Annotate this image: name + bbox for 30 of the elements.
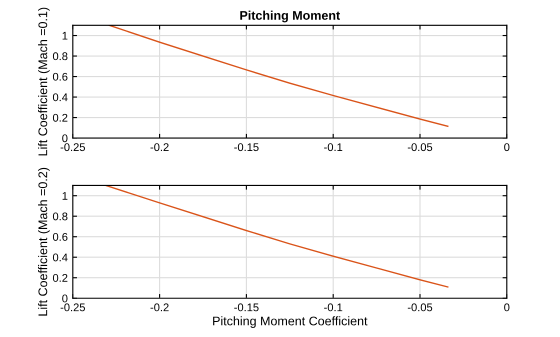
y-tick-label: 0.2 bbox=[52, 114, 68, 122]
y-tick-label: 0.4 bbox=[52, 93, 68, 102]
x-tick-label: -0.2 bbox=[150, 303, 169, 312]
x-tick-label: -0.1 bbox=[324, 303, 342, 312]
x-tick-label: -0.1 bbox=[324, 143, 342, 152]
y-tick-label: 0.4 bbox=[52, 253, 68, 262]
y-tick-label: 1 bbox=[62, 32, 68, 40]
y-tick-label: 0.2 bbox=[52, 274, 68, 282]
y-tick-label: 0.8 bbox=[52, 212, 68, 220]
x-axis-title: Pitching Moment Coefficient bbox=[213, 316, 368, 328]
line-series bbox=[108, 25, 448, 127]
y-tick-label: 0 bbox=[62, 134, 68, 142]
x-tick-label: -0.25 bbox=[60, 143, 85, 152]
line-series bbox=[105, 185, 448, 288]
x-tick-label: -0.05 bbox=[408, 303, 432, 312]
x-tick-label: 0 bbox=[504, 143, 510, 152]
chart-title: Pitching Moment bbox=[240, 10, 340, 22]
x-tick-label: -0.15 bbox=[234, 143, 259, 152]
y-axis-title: Lift Coefficient (Mach =0.1) bbox=[38, 8, 50, 156]
y-tick-label: 0.8 bbox=[52, 52, 68, 60]
y-tick-label: 1 bbox=[62, 192, 68, 200]
y-tick-label: 0.6 bbox=[52, 232, 68, 241]
x-tick-label: -0.25 bbox=[60, 303, 85, 312]
x-tick-label: 0 bbox=[504, 303, 510, 312]
y-axis-title: Lift Coefficient (Mach =0.2) bbox=[38, 168, 50, 316]
x-tick-label: -0.2 bbox=[150, 143, 169, 152]
x-tick-label: -0.05 bbox=[408, 143, 432, 152]
y-tick-label: 0.6 bbox=[52, 72, 68, 81]
y-tick-label: 0 bbox=[62, 294, 68, 302]
x-tick-label: -0.15 bbox=[234, 303, 259, 312]
